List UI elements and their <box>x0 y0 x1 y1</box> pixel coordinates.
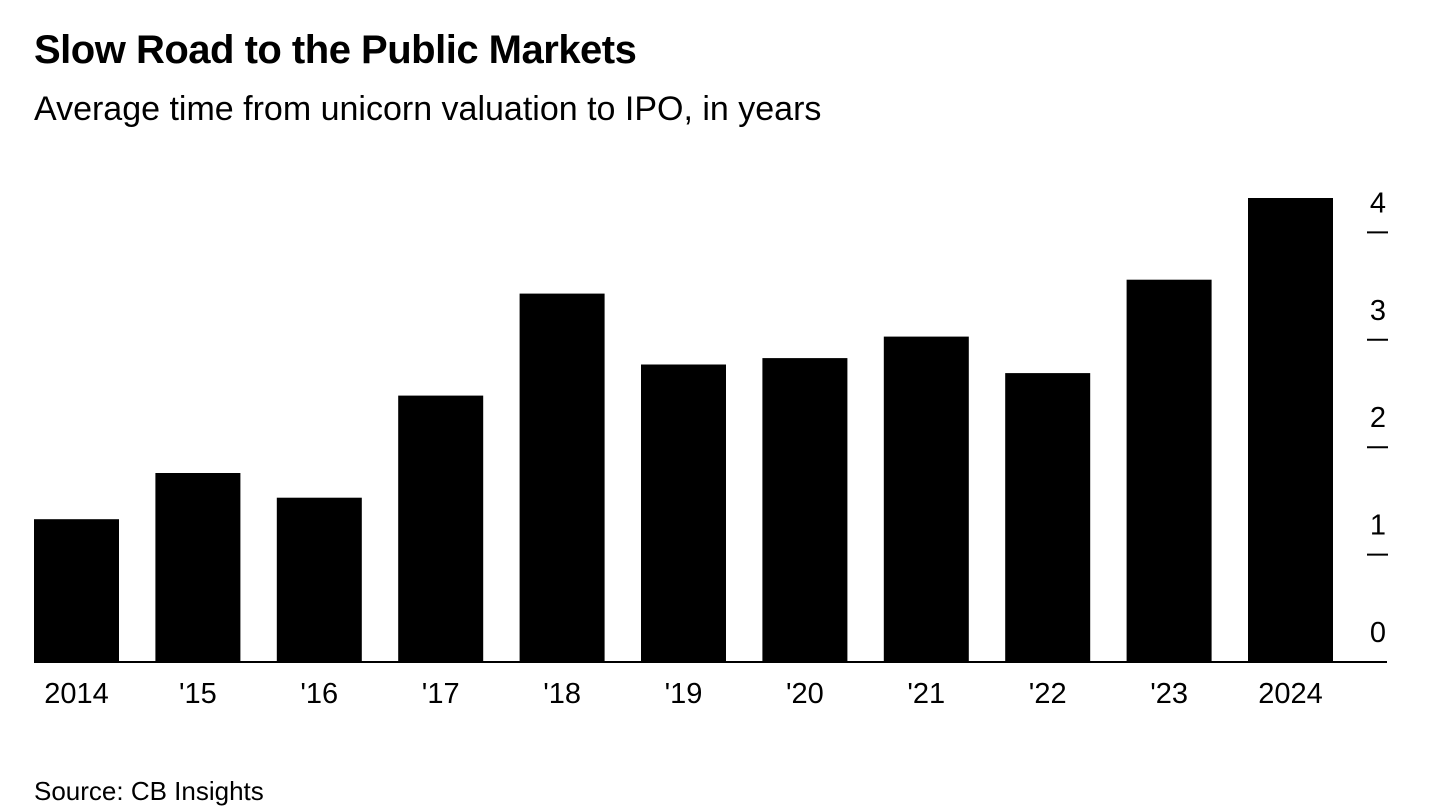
y-tick-label: 2 <box>1370 402 1386 434</box>
y-tick-label: 0 <box>1370 617 1386 649</box>
y-axis: 0 1 2 3 4 <box>1367 187 1388 649</box>
bar-4 <box>519 293 605 662</box>
bars-group <box>34 198 1333 662</box>
x-tick-label: '21 <box>907 678 945 710</box>
x-tick-label: '19 <box>665 678 703 710</box>
x-axis-labels: 2014 '15 '16 '17 '18 '19 '20 '21 '22 '23 2024 <box>44 678 1323 710</box>
chart-title: Slow Road to the Public Markets <box>34 28 637 72</box>
x-tick-label: '17 <box>422 678 460 710</box>
bar-3 <box>398 395 484 662</box>
bar-6 <box>762 358 848 662</box>
x-tick-label: 2024 <box>1258 678 1323 710</box>
bar-8 <box>1005 373 1091 662</box>
x-tick-label: '15 <box>179 678 217 710</box>
chart-source: Source: CB Insights <box>34 776 264 806</box>
x-tick-label: '20 <box>786 678 824 710</box>
bar-9 <box>1126 279 1212 662</box>
bar-0 <box>34 519 119 662</box>
x-tick-label: '18 <box>543 678 581 710</box>
bar-2 <box>276 497 362 662</box>
y-tick-label: 3 <box>1370 295 1386 327</box>
chart-subtitle: Average time from unicorn valuation to I… <box>34 90 822 128</box>
x-tick-label: '22 <box>1029 678 1067 710</box>
y-tick-label: 1 <box>1370 510 1386 542</box>
bar-10 <box>1248 198 1333 662</box>
bar-1 <box>155 473 241 662</box>
bar-chart: 2014 '15 '16 '17 '18 '19 '20 '21 '22 '23 2024 0 1 2 3… <box>34 187 1388 710</box>
x-tick-label: '16 <box>300 678 338 710</box>
bar-5 <box>641 364 726 662</box>
x-tick-label: 2014 <box>44 678 109 710</box>
x-tick-label: '23 <box>1150 678 1188 710</box>
bar-7 <box>883 336 969 662</box>
y-tick-label: 4 <box>1370 187 1386 219</box>
